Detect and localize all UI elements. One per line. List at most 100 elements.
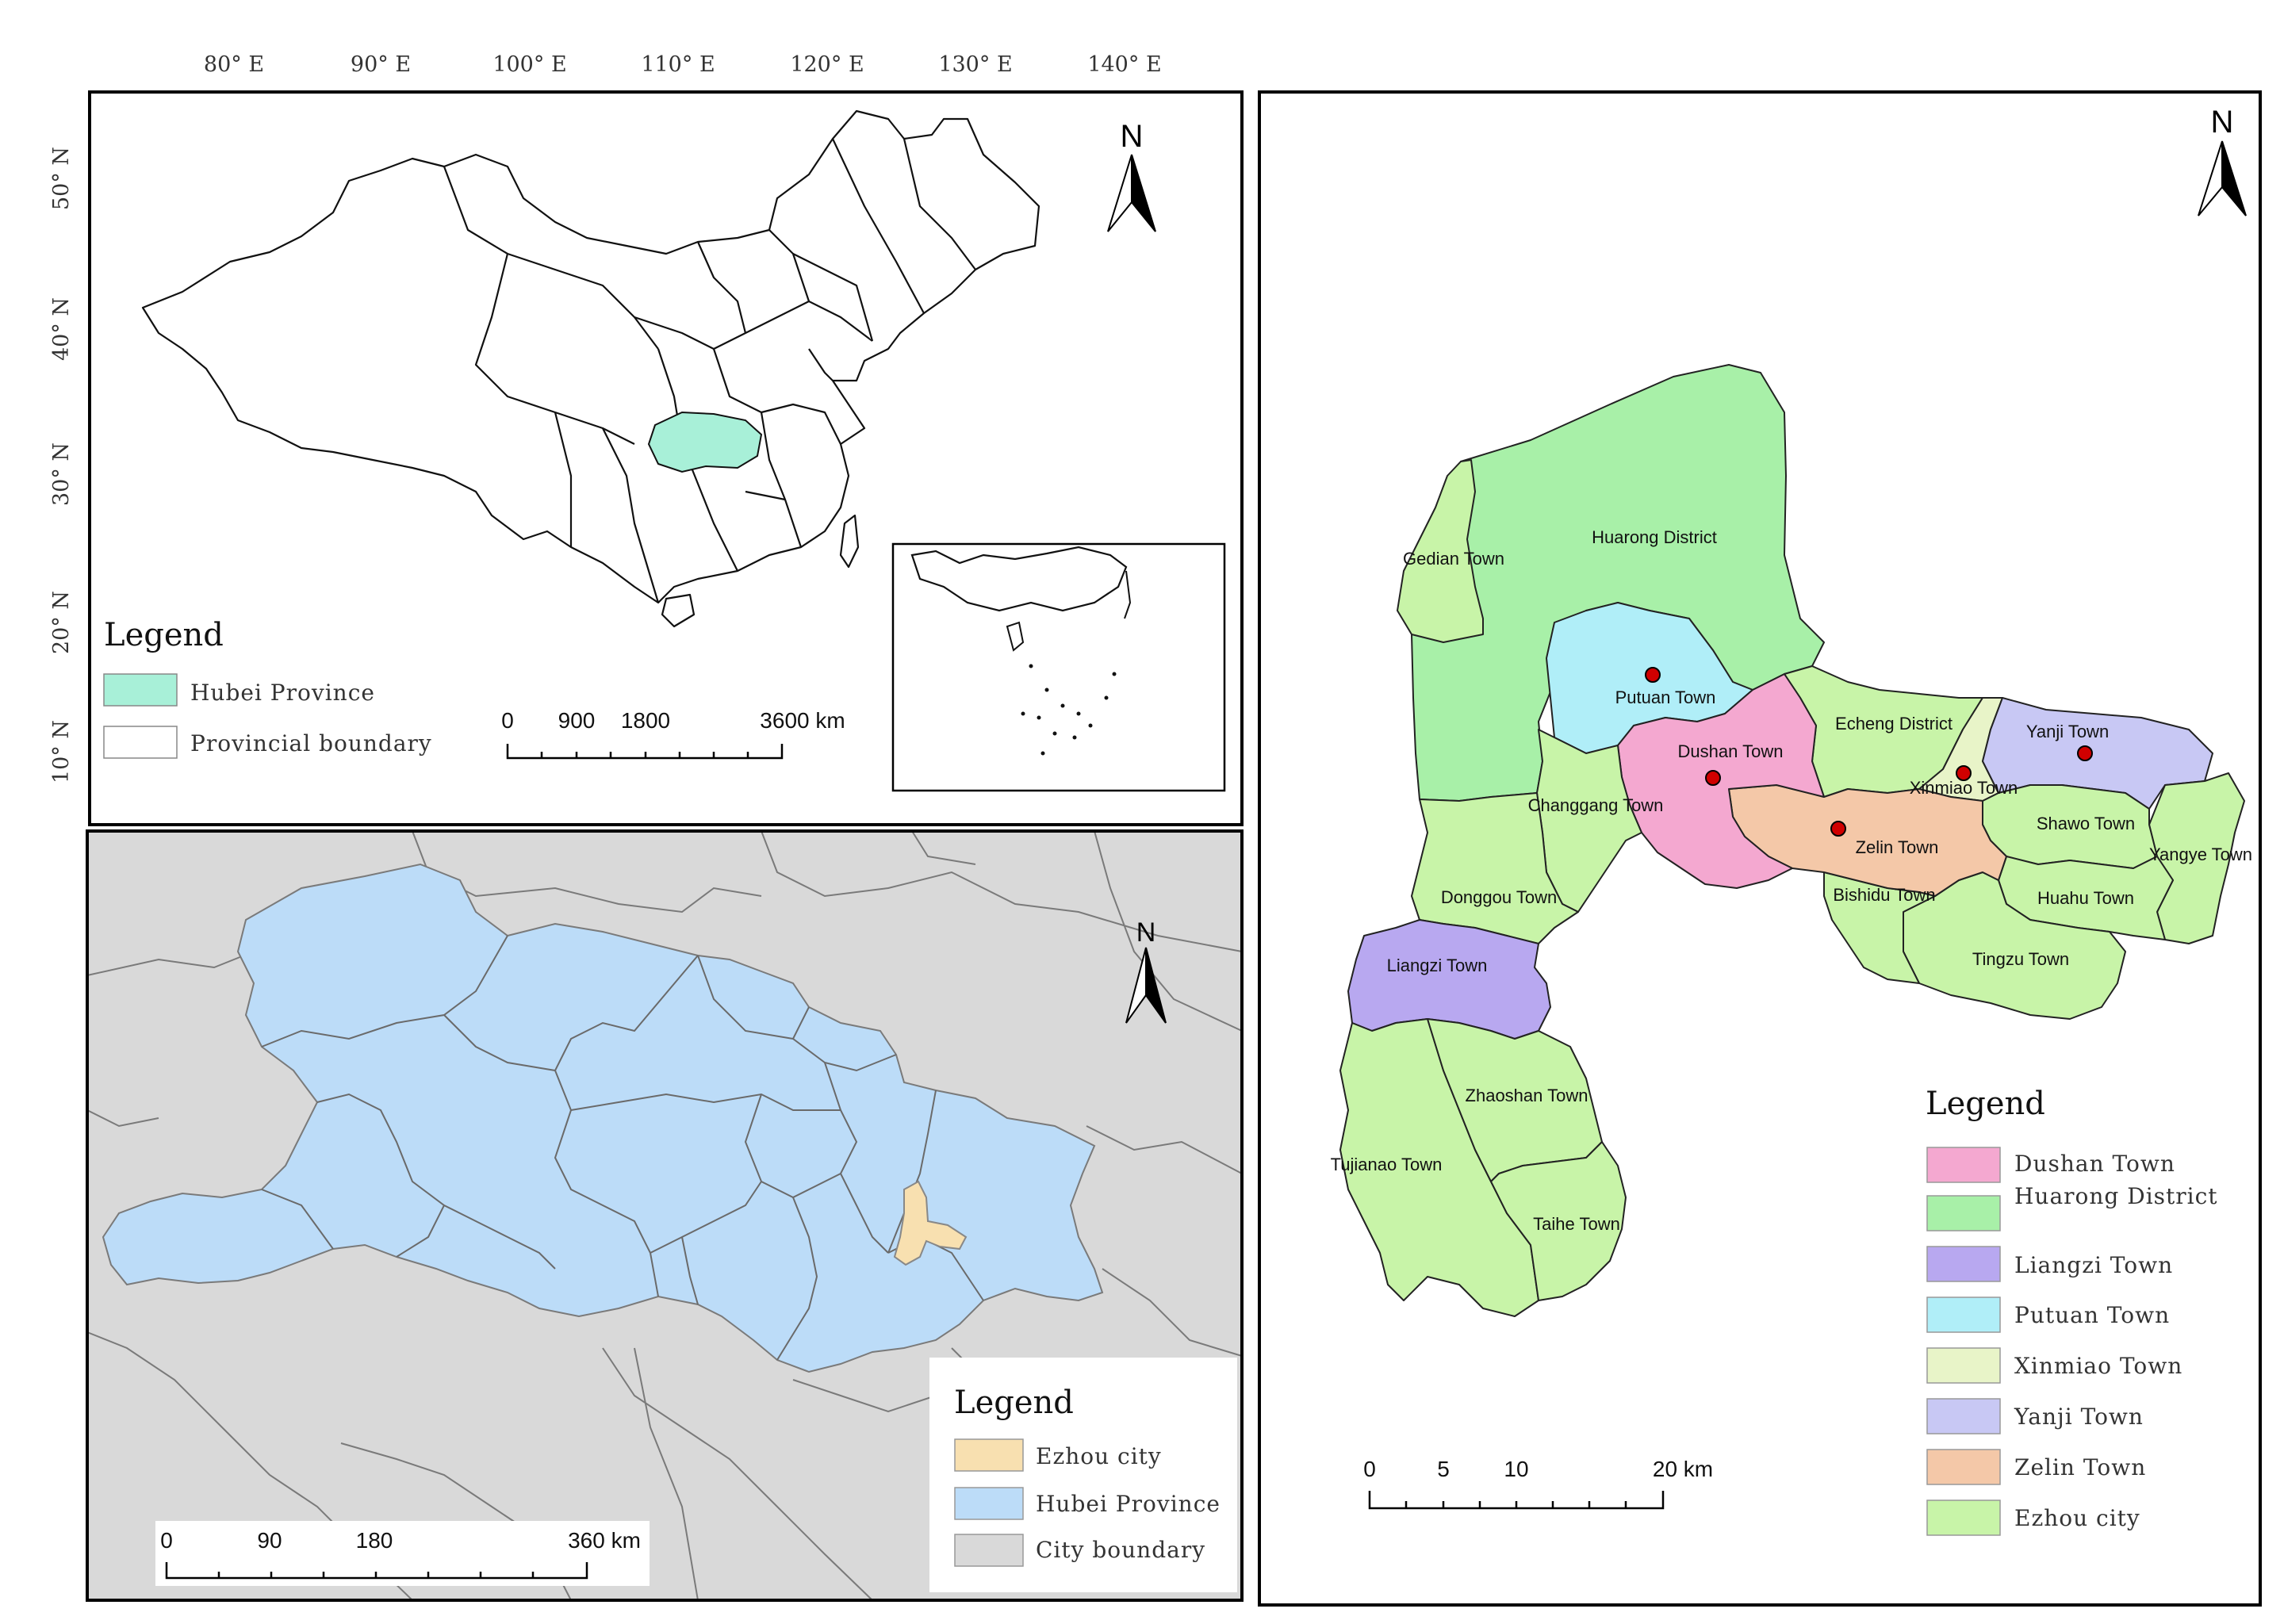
region-donggou bbox=[1411, 792, 1579, 944]
region-dushan bbox=[1617, 673, 1825, 889]
china-legend: Legend Hubei Province Provincial boundar… bbox=[103, 617, 432, 759]
label-changgang: Changgang Town bbox=[1528, 795, 1664, 815]
legend-swatch-yanji bbox=[1926, 1398, 2001, 1434]
label-bishidu: Bishidu Town bbox=[1833, 885, 1935, 905]
label-donggou: Donggou Town bbox=[1441, 887, 1557, 907]
legend-swatch-dushan bbox=[1926, 1147, 2001, 1183]
legend-item-label: Provincial boundary bbox=[190, 730, 432, 756]
legend-swatch-huarong bbox=[1926, 1195, 2001, 1231]
hubei-province-shape bbox=[102, 863, 1104, 1373]
scale-label: 0 bbox=[1363, 1457, 1376, 1481]
scale-label: 20 km bbox=[1653, 1457, 1713, 1481]
china-outline bbox=[141, 109, 1040, 628]
label-putuan: Putuan Town bbox=[1615, 688, 1716, 707]
lon-tick: 120° E bbox=[790, 52, 864, 77]
legend-item-label: Yanji Town bbox=[2014, 1404, 2144, 1430]
scale-label: 5 bbox=[1437, 1457, 1450, 1481]
china-scale-bar: 0 900 1800 3600 km bbox=[501, 708, 845, 760]
legend-item-label: Ezhou city bbox=[2014, 1505, 2140, 1531]
north-arrow: N bbox=[2198, 105, 2247, 216]
ezhou-city-shape bbox=[893, 1180, 968, 1266]
dushan-marker bbox=[1705, 770, 1721, 786]
label-zhaoshan: Zhaoshan Town bbox=[1466, 1086, 1588, 1105]
label-echeng: Echeng District bbox=[1835, 714, 1953, 733]
region-gedian bbox=[1397, 459, 1484, 643]
scale-label: 3600 km bbox=[760, 708, 845, 733]
legend-item-label: Xinmiao Town bbox=[2014, 1353, 2182, 1379]
lat-tick: 10° N bbox=[49, 720, 74, 783]
label-huarong: Huarong District bbox=[1592, 527, 1717, 547]
ezhou-districts bbox=[1339, 364, 2245, 1317]
lon-tick: 140° E bbox=[1087, 52, 1161, 77]
scale-label: 360 km bbox=[568, 1528, 641, 1553]
label-huahu: Huahu Town bbox=[2037, 888, 2134, 908]
label-xinmiao: Xinmiao Town bbox=[1910, 778, 2018, 798]
region-taihe bbox=[1490, 1141, 1627, 1301]
north-arrow: N bbox=[1125, 917, 1167, 1024]
hubei-map-panel: N Legend Ezhou city Hubei Province City … bbox=[86, 829, 1244, 1602]
legend-swatch-boundary bbox=[103, 726, 178, 759]
legend-swatch-ezhou bbox=[1926, 1500, 2001, 1536]
hubei-scale-bar: 0 90 180 360 km bbox=[155, 1521, 650, 1586]
legend-title: Legend bbox=[104, 617, 224, 653]
latitude-ticks: 50° N 40° N 30° N 20° N 10° N bbox=[49, 147, 74, 783]
south-china-sea-inset bbox=[891, 542, 1226, 792]
legend-item-label: Dushan Town bbox=[2014, 1151, 2175, 1177]
label-taihe: Taihe Town bbox=[1533, 1214, 1620, 1234]
ezhou-map-panel: N bbox=[1258, 90, 2262, 1607]
legend-swatch-liangzi bbox=[1926, 1246, 2001, 1282]
north-arrow: N bbox=[1107, 119, 1156, 232]
hubei-legend: Legend Ezhou city Hubei Province City bo… bbox=[929, 1358, 1237, 1592]
scale-label: 0 bbox=[501, 708, 514, 733]
lat-tick: 20° N bbox=[49, 591, 74, 654]
label-liangzi: Liangzi Town bbox=[1387, 956, 1488, 975]
label-tujianao: Tujianao Town bbox=[1331, 1155, 1443, 1174]
hubei-highlight bbox=[647, 411, 763, 473]
lat-tick: 40° N bbox=[49, 297, 74, 361]
lon-tick: 80° E bbox=[204, 52, 264, 77]
legend-item-label: Hubei Province bbox=[190, 680, 375, 706]
label-dushan: Dushan Town bbox=[1678, 741, 1784, 761]
legend-swatch-putuan bbox=[1926, 1297, 2001, 1333]
china-map-frame bbox=[88, 90, 1244, 826]
lon-tick: 90° E bbox=[351, 52, 411, 77]
region-labels: Huarong District Gedian Town Putuan Town… bbox=[1331, 527, 2252, 1234]
longitude-ticks: 80° E 90° E 100° E 110° E 120° E 130° E … bbox=[204, 52, 1162, 77]
legend-swatch-xinmiao bbox=[1926, 1347, 2001, 1384]
ezhou-legend: Legend Dushan Town Huarong District Lian… bbox=[1926, 1086, 2218, 1536]
xinmiao-marker bbox=[1956, 765, 1972, 781]
legend-item-label: Putuan Town bbox=[2014, 1302, 2170, 1328]
label-tingzu: Tingzu Town bbox=[1972, 949, 2069, 969]
legend-swatch-city-boundary bbox=[954, 1534, 1024, 1567]
legend-item-label: Huarong District bbox=[2014, 1183, 2218, 1209]
north-label: N bbox=[1121, 119, 1144, 154]
label-yanji: Yanji Town bbox=[2026, 722, 2109, 741]
china-map-panel: 80° E 90° E 100° E 110° E 120° E 130° E … bbox=[49, 52, 1244, 826]
lat-tick: 50° N bbox=[49, 147, 74, 210]
north-label: N bbox=[2211, 105, 2234, 140]
scale-label: 180 bbox=[356, 1528, 393, 1553]
legend-title: Legend bbox=[954, 1385, 1074, 1421]
label-zelin: Zelin Town bbox=[1856, 837, 1939, 857]
lon-tick: 100° E bbox=[492, 52, 566, 77]
legend-swatch-hubei bbox=[954, 1487, 1024, 1520]
label-yangye: Yangye Town bbox=[2149, 845, 2252, 864]
legend-swatch-zelin bbox=[1926, 1449, 2001, 1485]
ezhou-map-frame bbox=[1258, 90, 2262, 1607]
north-label: N bbox=[1136, 917, 1156, 948]
legend-item-label: Zelin Town bbox=[2014, 1454, 2146, 1480]
lon-tick: 110° E bbox=[641, 52, 715, 77]
hubei-map-frame bbox=[86, 829, 1244, 1602]
legend-item-label: City boundary bbox=[1036, 1537, 1205, 1563]
lon-tick: 130° E bbox=[938, 52, 1012, 77]
legend-item-label: Ezhou city bbox=[1036, 1443, 1162, 1469]
zelin-marker bbox=[1830, 821, 1846, 837]
legend-swatch-hubei bbox=[103, 673, 178, 707]
yanji-marker bbox=[2077, 745, 2093, 761]
scale-label: 10 bbox=[1504, 1457, 1528, 1481]
scale-label: 1800 bbox=[621, 708, 670, 733]
town-centers bbox=[1645, 667, 2093, 837]
ezhou-scale-bar: 0 5 10 20 km bbox=[1363, 1457, 1713, 1510]
label-gedian: Gedian Town bbox=[1403, 549, 1504, 569]
legend-swatch-ezhou bbox=[954, 1438, 1024, 1472]
